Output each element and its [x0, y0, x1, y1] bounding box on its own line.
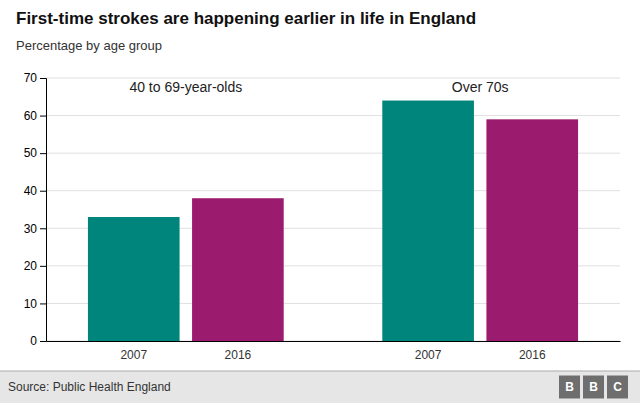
logo-box [583, 376, 604, 399]
x-tick-label: 2007 [120, 348, 147, 362]
y-tick: 60 [24, 109, 46, 123]
bar [382, 101, 474, 341]
y-tick-label: 10 [24, 297, 38, 311]
y-axis-line [40, 79, 47, 342]
x-tick-label: 2016 [225, 348, 252, 362]
y-tick-mark [40, 116, 46, 117]
y-tick-label: 60 [24, 109, 38, 123]
logo-box [559, 376, 580, 399]
y-tick: 0 [30, 334, 46, 348]
y-tick-label: 40 [24, 184, 38, 198]
y-tick-mark [40, 191, 46, 192]
footer-border [0, 371, 640, 372]
chart: First-time strokes are happening earlier… [0, 0, 640, 403]
grid-line [46, 115, 620, 116]
logo-letter: B [565, 380, 574, 394]
y-tick-mark [40, 153, 46, 154]
y-tick-mark [40, 78, 46, 79]
group-label: 40 to 69-year-olds [129, 79, 242, 95]
y-tick: 10 [24, 297, 46, 311]
y-tick: 30 [24, 222, 46, 236]
x-tick-label: 2007 [415, 348, 442, 362]
logo-box [607, 376, 628, 399]
y-tick-label: 70 [24, 71, 38, 85]
plot: 0 10 20 30 40 50 60 70 2007 2016 2007 2016 40 to 69-… [24, 71, 621, 362]
group-label: Over 70s [452, 79, 509, 95]
x-tick-label: 2016 [519, 348, 546, 362]
x-axis [47, 341, 621, 342]
x-axis-line [47, 341, 621, 342]
bars [88, 101, 578, 341]
y-tick-mark [40, 266, 46, 267]
y-tick: 20 [24, 259, 46, 273]
y-tick-label: 30 [24, 222, 38, 236]
y-tick-label: 0 [30, 334, 37, 348]
y-tick: 40 [24, 184, 46, 198]
footer-background [0, 371, 640, 403]
grid-line [46, 78, 620, 79]
y-tick-mark [40, 228, 46, 229]
y-tick-mark [40, 303, 46, 304]
footer: Source: Public Health England B B C [0, 371, 640, 403]
grid [46, 78, 620, 341]
y-tick-label: 50 [24, 146, 38, 160]
y-tick-label: 20 [24, 259, 38, 273]
source: Source: Public Health England [8, 380, 171, 394]
bar [192, 198, 284, 341]
logo-letter: B [589, 380, 598, 394]
bar [486, 119, 578, 341]
group-labels: 40 to 69-year-olds Over 70s [129, 79, 508, 95]
y-tick-mark [40, 341, 46, 342]
logo-letter: C [613, 380, 622, 394]
title: First-time strokes are happening earlier… [16, 9, 476, 28]
y-tick: 50 [24, 146, 46, 160]
y-tick: 70 [24, 71, 46, 85]
bar [88, 217, 180, 341]
x-tick-labels: 2007 2016 2007 2016 [120, 348, 546, 362]
subtitle: Percentage by age group [16, 38, 162, 53]
y-axis: 0 10 20 30 40 50 60 70 [24, 71, 47, 348]
